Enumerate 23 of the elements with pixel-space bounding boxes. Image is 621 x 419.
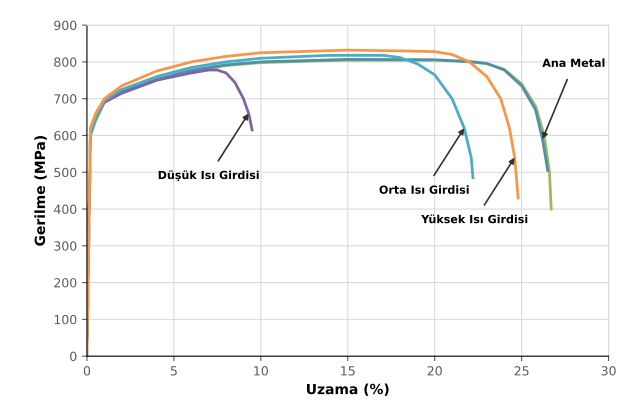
annotation: Ana Metal: [542, 58, 604, 67]
annotation: Yüksek Isı Girdisi: [421, 214, 528, 224]
x-tick-label: 0: [84, 366, 90, 376]
x-tick-label: 25: [514, 366, 528, 376]
x-tick-label: 30: [602, 366, 616, 376]
y-tick-label: 100: [54, 314, 76, 324]
y-tick-label: 200: [54, 278, 76, 288]
y-tick-label: 800: [54, 57, 76, 67]
annotation: Orta Isı Girdisi: [380, 185, 469, 194]
y-tick-label: 0: [70, 352, 76, 362]
y-tick-label: 300: [54, 241, 76, 251]
x-tick-label: 5: [170, 366, 177, 376]
y-axis-title: Gerilme (MPa): [34, 136, 47, 246]
x-tick-label: 15: [341, 366, 355, 376]
y-tick-label: 600: [54, 130, 76, 140]
x-tick-label: 10: [254, 366, 268, 376]
y-tick-label: 400: [54, 204, 76, 214]
x-tick-label: 20: [428, 366, 442, 376]
x-axis-title: Uzama (%): [307, 384, 389, 396]
y-tick-label: 500: [54, 168, 76, 178]
annotation: Düşük Isı Girdisi: [158, 170, 259, 182]
y-tick-label: 900: [54, 20, 76, 30]
y-tick-label: 700: [54, 94, 76, 104]
